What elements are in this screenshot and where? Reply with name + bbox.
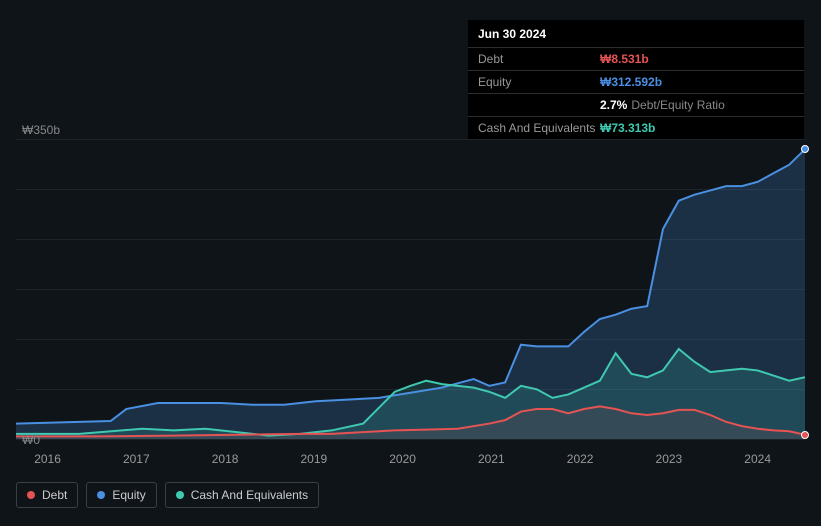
end-marker-equity bbox=[801, 145, 809, 153]
chart-svg bbox=[16, 139, 805, 439]
x-tick: 2017 bbox=[123, 452, 150, 466]
legend-item-equity[interactable]: Equity bbox=[86, 482, 156, 508]
legend-item-cash-and-equivalents[interactable]: Cash And Equivalents bbox=[165, 482, 319, 508]
legend-dot bbox=[97, 491, 105, 499]
tooltip-row-ratio: 2.7% Debt/Equity Ratio bbox=[468, 93, 804, 116]
tooltip-debt-value: ₩8.531b bbox=[600, 52, 649, 66]
hover-tooltip: Jun 30 2024 Debt ₩8.531b Equity ₩312.592… bbox=[468, 20, 804, 139]
tooltip-ratio-value: 2.7% Debt/Equity Ratio bbox=[600, 98, 725, 112]
tooltip-cash-value: ₩73.313b bbox=[600, 121, 655, 135]
tooltip-debt-label: Debt bbox=[478, 52, 600, 66]
legend: Debt Equity Cash And Equivalents bbox=[16, 482, 319, 508]
x-tick: 2018 bbox=[212, 452, 239, 466]
tooltip-ratio-spacer bbox=[478, 98, 600, 112]
chart-area[interactable]: ₩350b ₩0 bbox=[16, 125, 805, 445]
legend-label: Cash And Equivalents bbox=[191, 488, 308, 502]
legend-label: Equity bbox=[112, 488, 145, 502]
legend-label: Debt bbox=[42, 488, 67, 502]
legend-dot bbox=[176, 491, 184, 499]
x-tick: 2019 bbox=[300, 452, 327, 466]
tooltip-cash-label: Cash And Equivalents bbox=[478, 121, 600, 135]
x-tick: 2024 bbox=[744, 452, 771, 466]
x-tick: 2020 bbox=[389, 452, 416, 466]
x-axis: 2016 2017 2018 2019 2020 2021 2022 2023 2024 bbox=[16, 450, 805, 466]
tooltip-row-debt: Debt ₩8.531b bbox=[468, 47, 804, 70]
tooltip-date: Jun 30 2024 bbox=[468, 20, 804, 47]
x-tick: 2016 bbox=[34, 452, 61, 466]
x-tick: 2022 bbox=[567, 452, 594, 466]
legend-item-debt[interactable]: Debt bbox=[16, 482, 78, 508]
tooltip-row-equity: Equity ₩312.592b bbox=[468, 70, 804, 93]
legend-dot bbox=[27, 491, 35, 499]
tooltip-equity-label: Equity bbox=[478, 75, 600, 89]
tooltip-row-cash: Cash And Equivalents ₩73.313b bbox=[468, 116, 804, 139]
tooltip-ratio-text: Debt/Equity Ratio bbox=[631, 98, 724, 112]
plot-region bbox=[16, 139, 805, 439]
x-tick: 2023 bbox=[656, 452, 683, 466]
tooltip-equity-value: ₩312.592b bbox=[600, 75, 662, 89]
end-marker-debt bbox=[801, 431, 809, 439]
tooltip-ratio-pct: 2.7% bbox=[600, 98, 627, 112]
grid-line bbox=[16, 439, 805, 440]
x-tick: 2021 bbox=[478, 452, 505, 466]
